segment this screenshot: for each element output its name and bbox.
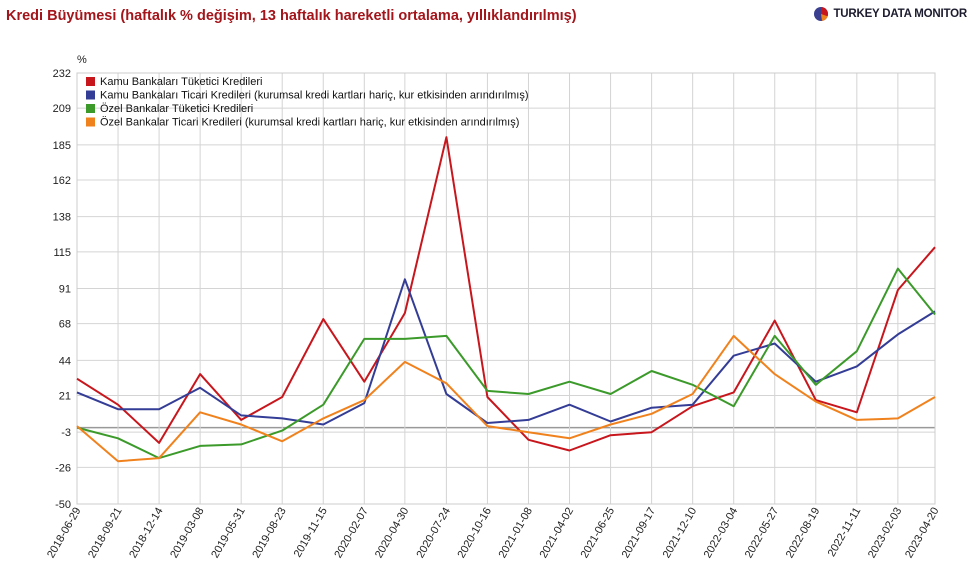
x-tick-label: 2019-03-08	[168, 506, 207, 561]
y-tick-label: 138	[53, 212, 71, 224]
x-axis: 2018-06-29 2018-09-21 2018-12-14 2019-03-08…	[45, 506, 942, 561]
y-tick-label: -26	[55, 462, 71, 474]
legend-label: Kamu Bankaları Ticari Kredileri (kurumsa…	[100, 90, 529, 102]
y-tick-label: 185	[53, 140, 71, 152]
x-tick-label: 2022-03-04	[702, 506, 741, 561]
legend-swatch	[86, 90, 95, 100]
x-tick-label: 2020-07-24	[414, 506, 453, 561]
x-tick-label: 2023-04-20	[903, 506, 942, 561]
y-tick-label: -3	[61, 427, 71, 439]
y-tick-label: 209	[53, 103, 71, 115]
x-tick-label: 2021-06-25	[579, 506, 618, 561]
x-tick-label: 2020-10-16	[455, 506, 494, 561]
y-tick-label: 68	[59, 319, 71, 331]
legend-swatch	[86, 104, 95, 113]
y-axis: 232 209 185 162 138 115 91 68 44 21 -3 -26 -50	[53, 68, 71, 511]
x-tick-label: 2022-08-19	[784, 506, 823, 561]
y-axis-label: %	[77, 54, 87, 66]
x-tick-label: 2023-02-03	[866, 506, 905, 561]
x-tick-label: 2021-12-10	[661, 506, 700, 561]
chart-grid	[76, 72, 936, 505]
x-tick-label: 2020-04-30	[373, 506, 412, 561]
chart-title: Kredi Büyümesi (haftalık % değişim, 13 h…	[6, 8, 577, 24]
legend-swatch	[86, 117, 95, 127]
brand-logo: TURKEY DATA MONITOR	[813, 6, 967, 22]
legend-label: Özel Bankalar Ticari Kredileri (kurumsal…	[100, 117, 519, 129]
y-tick-label: -50	[55, 499, 71, 511]
y-tick-label: 162	[53, 175, 71, 187]
plot-frame	[76, 72, 936, 505]
x-tick-label: 2018-06-29	[45, 506, 84, 561]
y-tick-label: 21	[59, 390, 71, 402]
y-tick-label: 44	[59, 355, 71, 367]
series-line-4	[76, 334, 936, 463]
x-tick-label: 2021-09-17	[620, 506, 659, 561]
x-tick-label: 2020-02-07	[332, 506, 371, 561]
y-tick-label: 232	[53, 68, 71, 80]
x-tick-label: 2019-11-15	[292, 506, 330, 560]
x-tick-label: 2018-09-21	[86, 506, 125, 561]
series-line-3	[76, 267, 936, 460]
legend-swatch	[86, 77, 95, 86]
legend-label: Kamu Bankaları Tüketici Kredileri	[100, 76, 262, 88]
pie-logo-icon	[814, 7, 829, 21]
x-tick-label: 2021-01-08	[497, 506, 536, 561]
x-tick-label: 2022-11-11	[826, 506, 864, 559]
x-tick-label: 2019-08-23	[250, 506, 289, 561]
series-line-1	[76, 136, 936, 452]
y-tick-label: 91	[59, 284, 71, 296]
x-tick-label: 2022-05-27	[743, 506, 782, 561]
x-tick-label: 2021-04-02	[538, 506, 577, 561]
x-tick-label: 2018-12-14	[127, 506, 166, 561]
legend: Kamu Bankaları Tüketici Kredileri Kamu Ba…	[86, 76, 529, 129]
x-tick-label: 2019-05-31	[209, 506, 248, 561]
legend-label: Özel Bankalar Tüketici Kredileri	[100, 103, 253, 115]
series-lines	[76, 136, 936, 463]
brand-name: TURKEY DATA MONITOR	[833, 8, 967, 20]
series-line-2	[76, 278, 936, 426]
y-tick-label: 115	[53, 247, 71, 259]
